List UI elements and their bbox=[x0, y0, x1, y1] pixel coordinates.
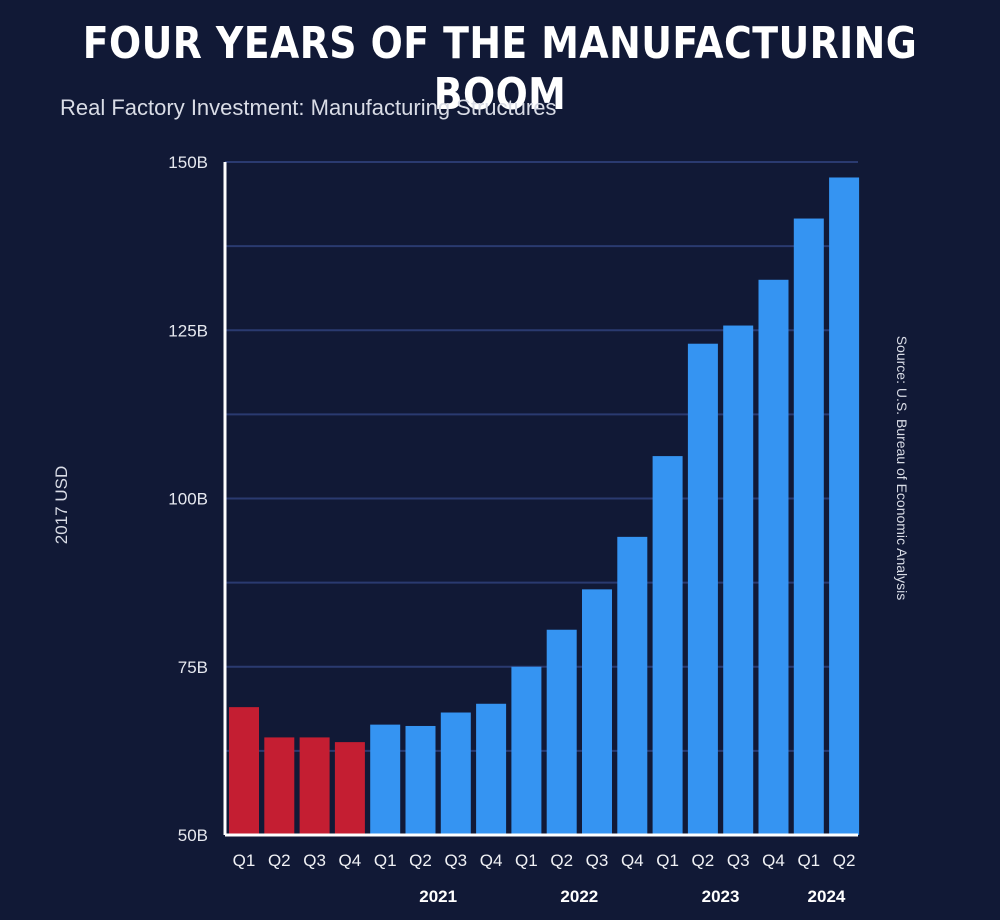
x-tick-label: Q4 bbox=[339, 851, 362, 870]
x-tick-label: Q2 bbox=[409, 851, 432, 870]
bar bbox=[652, 456, 683, 835]
bar bbox=[476, 703, 507, 835]
x-tick-label: Q1 bbox=[656, 851, 679, 870]
bar bbox=[511, 666, 542, 835]
x-tick-label: Q4 bbox=[480, 851, 503, 870]
y-tick-label: 75B bbox=[178, 658, 208, 677]
bar bbox=[299, 737, 330, 835]
x-tick-label: Q1 bbox=[233, 851, 256, 870]
bar bbox=[405, 725, 436, 835]
x-tick-label: Q3 bbox=[727, 851, 750, 870]
x-tick-label: Q2 bbox=[550, 851, 573, 870]
x-tick-label: Q2 bbox=[692, 851, 715, 870]
x-tick-label: Q3 bbox=[303, 851, 326, 870]
bar bbox=[829, 177, 860, 835]
y-tick-label: 125B bbox=[168, 321, 208, 340]
x-tick-label: Q1 bbox=[797, 851, 820, 870]
x-tick-label: Q1 bbox=[515, 851, 538, 870]
chart-title: FOUR YEARS OF THE MANUFACTURING BOOM bbox=[82, 18, 918, 120]
bar bbox=[617, 536, 648, 835]
x-tick-label: Q2 bbox=[268, 851, 291, 870]
x-tick-label: Q1 bbox=[374, 851, 397, 870]
bar bbox=[723, 325, 754, 835]
x-tick-label: Q4 bbox=[762, 851, 785, 870]
year-label: 2022 bbox=[560, 887, 598, 906]
y-tick-label: 50B bbox=[178, 826, 208, 845]
bar bbox=[582, 589, 612, 835]
bar bbox=[546, 629, 577, 835]
y-tick-label: 100B bbox=[168, 490, 208, 509]
year-label: 2024 bbox=[808, 887, 846, 906]
bar bbox=[229, 707, 259, 835]
bar bbox=[687, 343, 718, 835]
x-tick-label: Q4 bbox=[621, 851, 644, 870]
chart-subtitle: Real Factory Investment: Manufacturing S… bbox=[60, 95, 557, 120]
year-label: 2023 bbox=[702, 887, 740, 906]
bar bbox=[440, 712, 471, 835]
bar bbox=[793, 218, 824, 836]
y-tick-label: 150B bbox=[168, 153, 208, 172]
bar bbox=[334, 742, 365, 835]
x-tick-label: Q3 bbox=[444, 851, 467, 870]
x-tick-label: Q2 bbox=[833, 851, 856, 870]
bar bbox=[758, 279, 789, 835]
x-tick-label: Q3 bbox=[586, 851, 609, 870]
bar bbox=[264, 737, 295, 835]
bar bbox=[370, 724, 401, 835]
year-label: 2021 bbox=[419, 887, 457, 906]
